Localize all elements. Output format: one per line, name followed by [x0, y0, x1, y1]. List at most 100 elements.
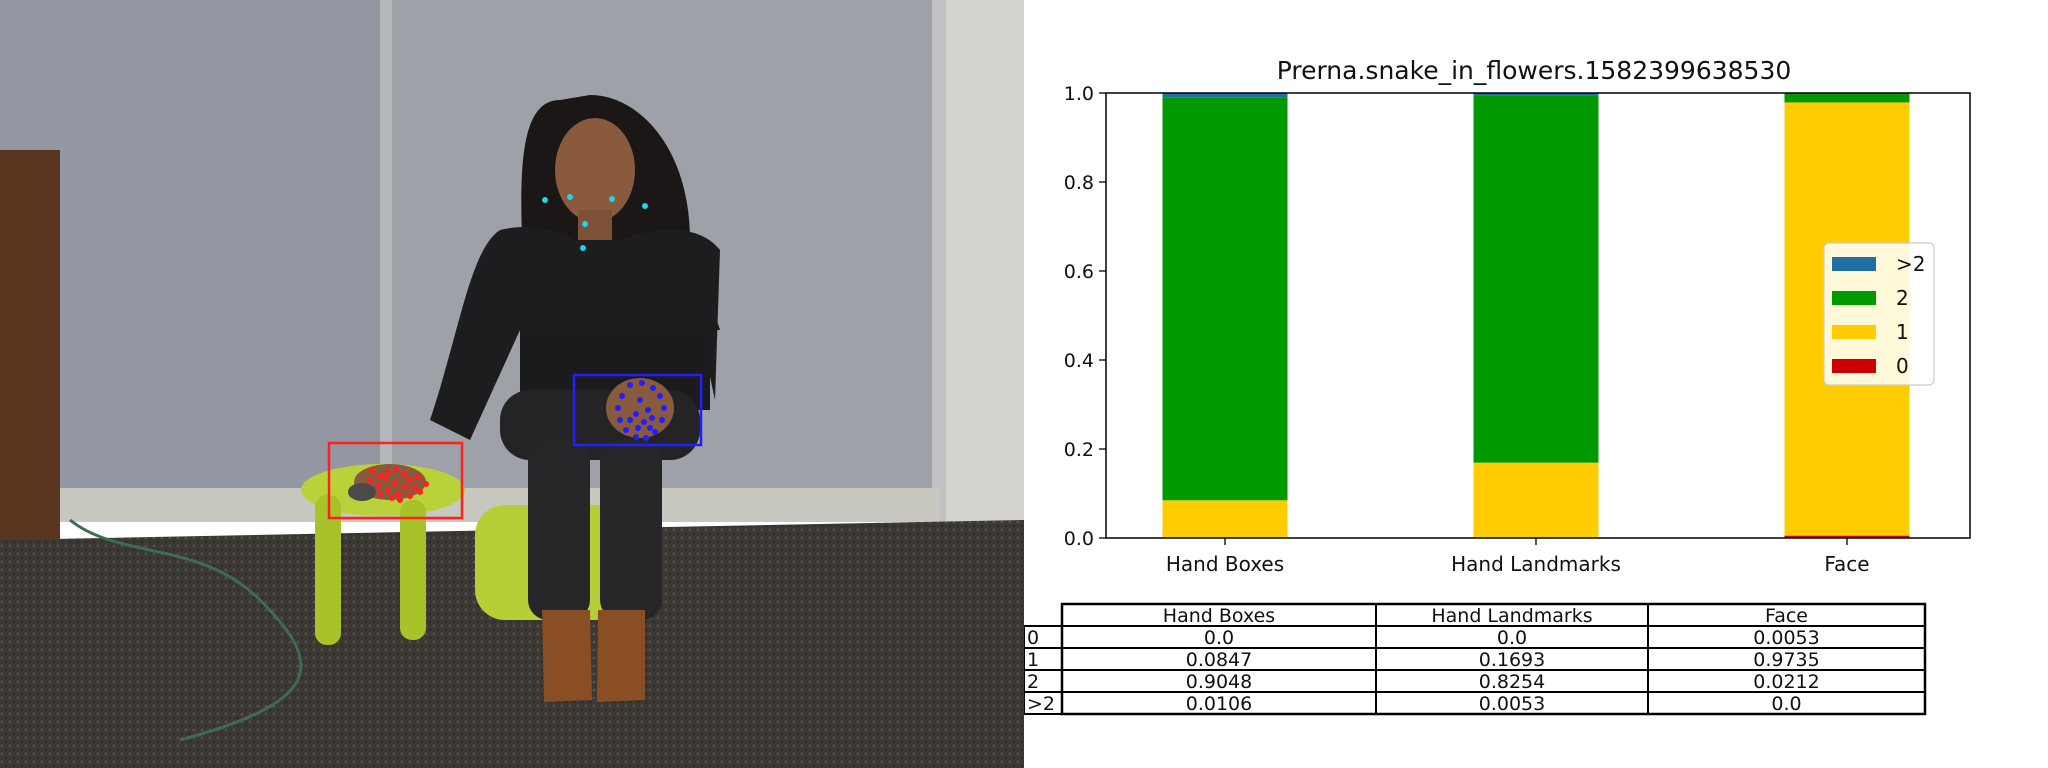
stool-leg [315, 495, 341, 645]
table-cell: 0.0053 [1479, 693, 1545, 715]
bar-segment-2-3 [1473, 95, 1599, 463]
x-axis: Hand Boxes Hand Landmarks Face [1166, 538, 1870, 576]
bar-segment-2-4 [1473, 93, 1599, 96]
y-axis: 0.0 0.2 0.4 0.6 0.8 1.0 [1064, 83, 1106, 550]
right-hand-landmark-point [633, 411, 639, 417]
right-hand-landmark-point [617, 417, 623, 423]
right-hand-landmark-point [623, 427, 629, 433]
left-hand-bounding-box [327, 441, 464, 520]
left-hand-landmark-point [397, 497, 403, 503]
plot-frame [1105, 92, 1971, 539]
y-tick-label: 0.8 [1064, 172, 1094, 194]
cable [69, 518, 303, 742]
bar-segment-2-2 [1473, 462, 1599, 538]
x-tick-label: Face [1824, 552, 1869, 576]
right-hand-landmark-point [652, 429, 658, 435]
chart-title: Prerna.snake_in_flowers.1582399638530 [1277, 56, 1792, 85]
legend-swatch [1832, 291, 1876, 305]
bar-segment-1-2 [1162, 500, 1288, 538]
leg-right [600, 440, 662, 620]
table-column-header: Hand Boxes [1163, 605, 1275, 627]
left-hand-landmark-point [385, 469, 391, 475]
face-landmark-point [609, 196, 615, 202]
right-hand-landmarks [615, 380, 667, 441]
left-hand-landmark-point [412, 485, 418, 491]
left-hand-landmark-point [367, 477, 373, 483]
right-hand-bounding-box [572, 373, 703, 447]
table-cell: 0.0 [1204, 627, 1234, 649]
legend-label: 2 [1896, 286, 1909, 310]
legend-box [1823, 242, 1935, 386]
bar-segment-1-4 [1162, 92, 1288, 98]
table-cell: 0.0 [1771, 693, 1801, 715]
bar-segment-1-3 [1162, 97, 1288, 501]
legend-swatch [1832, 359, 1876, 373]
legend-swatch [1832, 257, 1876, 271]
boot-right [597, 610, 645, 702]
table-cell: 0.1693 [1479, 649, 1545, 671]
left-hand-landmark-point [369, 467, 375, 473]
left-hand-landmark-point [415, 474, 421, 480]
table-column-header: Hand Landmarks [1431, 605, 1592, 627]
right-hand-landmark-point [649, 415, 655, 421]
carpet-floor [0, 520, 1024, 768]
right-hand-landmark-point [661, 405, 667, 411]
left-hand-landmark-point [389, 495, 395, 501]
left-hand-landmark-point [407, 477, 413, 483]
table-cell: 0.9735 [1753, 649, 1819, 671]
x-tick-label: Hand Landmarks [1451, 552, 1621, 576]
right-hand-landmark-point [643, 435, 649, 441]
mouse [348, 483, 376, 501]
right-hand-landmark-point [645, 407, 651, 413]
table-row-label: >2 [1027, 693, 1055, 715]
left-hand-landmark-point [392, 480, 398, 486]
data-table: Hand Boxes Hand Landmarks Face 0 0.0 0.0 0.005… [1024, 602, 1927, 716]
bars-group [1162, 92, 1910, 538]
legend-swatch [1832, 325, 1876, 339]
table-cell: 0.0053 [1753, 627, 1819, 649]
right-hand-landmark-point [619, 393, 625, 399]
right-hand-landmark-point [639, 380, 645, 386]
table-cell: 0.9048 [1186, 671, 1252, 693]
left-hand-landmark-point [382, 475, 388, 481]
table-row-label: 1 [1027, 649, 1039, 671]
table-column-header: Face [1765, 605, 1808, 627]
table-cell: 0.0847 [1186, 649, 1252, 671]
right-hand-landmark-point [633, 434, 639, 440]
left-hand-landmark-point [377, 473, 383, 479]
left-hand-landmarks [367, 466, 429, 503]
left-hand-landmark-point [377, 491, 383, 497]
hand-right [606, 378, 674, 438]
legend-label: >2 [1896, 252, 1925, 276]
right-hand-landmark-point [641, 419, 647, 425]
face-landmark-point [567, 194, 573, 200]
table-cell: 0.8254 [1479, 671, 1545, 693]
y-tick-label: 0.4 [1064, 350, 1094, 372]
face-landmark-point [580, 245, 586, 251]
detection-photo [0, 0, 1024, 768]
y-tick-label: 1.0 [1064, 83, 1094, 105]
face-landmark-point [542, 197, 548, 203]
left-hand-landmark-point [417, 489, 423, 495]
right-hand-landmark-point [635, 425, 641, 431]
table-cell: 0.0 [1497, 627, 1527, 649]
right-hand-landmark-point [627, 382, 633, 388]
right-hand-landmark-point [637, 397, 643, 403]
bar-segment-3-1 [1784, 535, 1910, 538]
y-tick-label: 0.0 [1064, 528, 1094, 550]
left-hand-landmark-point [423, 481, 429, 487]
partition-pole [380, 0, 392, 500]
left-hand-landmark-point [375, 483, 381, 489]
y-tick-label: 0.2 [1064, 439, 1094, 461]
leg-left [528, 440, 590, 620]
y-tick-label: 0.6 [1064, 261, 1094, 283]
right-hand-landmark-point [657, 393, 663, 399]
stool-leg [400, 500, 426, 640]
table-row-label: 2 [1027, 671, 1039, 693]
face-landmark-point [642, 203, 648, 209]
wall-panel-left [0, 0, 380, 500]
bar-segment-3-3 [1784, 93, 1910, 103]
right-hand-landmark-point [615, 405, 621, 411]
right-hand-landmark-point [659, 417, 665, 423]
partition-edge [932, 0, 946, 530]
